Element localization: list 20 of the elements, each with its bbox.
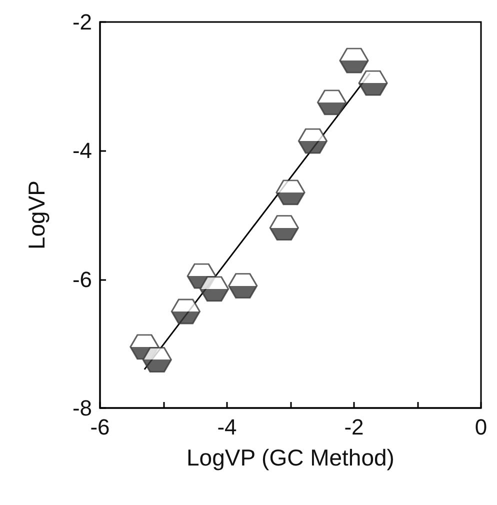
point: [339, 48, 369, 74]
x-tick-label: -2: [344, 414, 364, 440]
x-tick-label: -6: [90, 414, 110, 440]
y-tick-label: -8: [72, 396, 92, 420]
point: [276, 180, 306, 206]
x-tick-label: -4: [217, 414, 237, 440]
x-tick-label: 0: [474, 414, 488, 440]
x-axis-title: LogVP (GC Method): [186, 444, 394, 470]
point: [358, 70, 388, 96]
point: [142, 347, 172, 372]
point: [269, 215, 299, 241]
y-tick-label: -6: [72, 266, 92, 292]
point: [228, 273, 258, 299]
point: [298, 128, 328, 154]
y-tick-label: -4: [72, 138, 92, 164]
point: [170, 298, 200, 324]
point: [317, 90, 347, 116]
point: [200, 276, 230, 302]
y-axis-title: LogVP: [24, 180, 50, 250]
y-tick-label: -2: [72, 10, 92, 34]
